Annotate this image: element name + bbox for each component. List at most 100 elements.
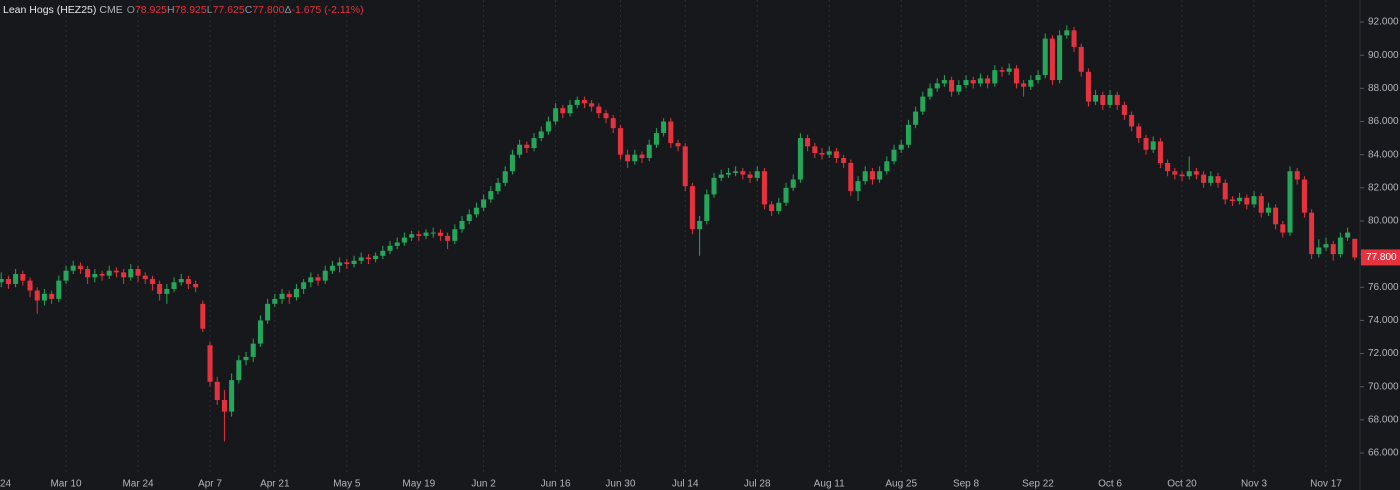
candle-body — [70, 265, 76, 271]
candle-body — [1028, 80, 1034, 87]
y-tick-label: 92.000 — [1368, 17, 1399, 28]
candle-body — [1244, 197, 1250, 205]
candle-body — [632, 154, 638, 162]
candle-body — [121, 272, 127, 278]
candle-body — [1337, 237, 1343, 255]
candle-body — [207, 345, 213, 382]
candle-body — [812, 146, 818, 154]
candle-body — [524, 144, 530, 149]
candle-body — [675, 143, 681, 147]
candle-body — [279, 293, 285, 299]
candle-body — [106, 270, 112, 276]
candle-body — [322, 270, 328, 281]
candle-body — [164, 288, 170, 294]
candle-body — [1057, 35, 1063, 81]
candle-body — [1179, 174, 1185, 177]
y-tick-label: 88.000 — [1368, 83, 1399, 94]
candle-body — [1316, 247, 1322, 255]
candle-body — [783, 187, 789, 203]
candle-body — [538, 131, 544, 139]
candle-body — [949, 80, 955, 92]
x-tick-label: May 19 — [402, 479, 435, 490]
candle-body — [560, 108, 566, 114]
candle-body — [250, 343, 256, 357]
candle-body — [934, 83, 940, 89]
candle-body — [466, 214, 472, 221]
candle-body — [502, 171, 508, 183]
candle-body — [221, 399, 227, 412]
candle-body — [1021, 83, 1027, 87]
candle-body — [34, 290, 40, 301]
last-price-box — [1361, 249, 1400, 266]
x-tick-label: Apr 21 — [260, 479, 290, 490]
candle-body — [1345, 232, 1351, 238]
x-tick-label: Aug 11 — [814, 479, 845, 490]
candle-body — [927, 88, 933, 97]
candle-body — [776, 202, 782, 212]
candle-body — [1201, 174, 1207, 183]
candle-body — [5, 278, 11, 284]
candle-body — [142, 275, 148, 279]
x-tick-label: Oct 20 — [1167, 479, 1197, 490]
candle-body — [1229, 199, 1235, 202]
candle-body — [1186, 171, 1192, 177]
x-tick-label: Mar 10 — [50, 479, 82, 490]
candle-body — [668, 121, 674, 144]
candle-body — [747, 174, 753, 178]
candle-body — [1006, 68, 1012, 72]
candle-body — [869, 171, 875, 180]
candle-body — [1208, 176, 1214, 183]
x-tick-label: Nov 3 — [1241, 479, 1268, 490]
candle-body — [941, 80, 947, 84]
candle-body — [913, 111, 919, 125]
y-tick-label: 84.000 — [1368, 149, 1399, 160]
x-tick-label: May 5 — [333, 479, 361, 490]
candle-body — [689, 186, 695, 230]
candle-body — [1280, 224, 1286, 233]
candle-body — [1265, 207, 1271, 213]
candle-body — [1136, 126, 1142, 139]
candle-body — [77, 265, 83, 270]
candle-body — [1237, 197, 1243, 202]
ohlc-value: 78.925 — [135, 4, 167, 16]
candle-body — [1157, 141, 1163, 163]
candle-body — [509, 154, 515, 172]
candle-body — [1100, 94, 1106, 105]
y-tick-label: 86.000 — [1368, 116, 1399, 127]
candle-body — [257, 320, 263, 344]
candle-body — [1287, 171, 1293, 233]
candle-body — [495, 182, 501, 192]
candle-body — [740, 171, 746, 175]
y-tick-label: 70.000 — [1368, 381, 1399, 392]
candle-body — [351, 260, 357, 265]
candle-body — [315, 277, 321, 281]
candle-body — [855, 181, 861, 192]
candle-body — [704, 194, 710, 221]
candle-body — [337, 262, 343, 266]
candle-body — [301, 282, 307, 289]
y-tick-label: 66.000 — [1368, 448, 1399, 459]
x-tick-label: Aug 25 — [885, 479, 917, 490]
candle-body — [157, 283, 163, 294]
candle-body — [178, 278, 184, 283]
candle-body — [481, 199, 487, 208]
last-price-label: 77.800 — [1366, 252, 1397, 263]
candle-body — [531, 138, 537, 149]
candle-body — [797, 138, 803, 180]
candle-body — [452, 229, 458, 241]
candle-body — [27, 280, 33, 291]
x-tick-label: Apr 7 — [198, 479, 222, 490]
candle-body — [1121, 104, 1127, 115]
ohlc-value: 78.925 — [175, 4, 207, 16]
candle-body — [63, 270, 69, 281]
candle-body — [985, 78, 991, 84]
x-tick-label: Sep 22 — [1022, 479, 1054, 490]
candle-body — [1143, 138, 1149, 150]
candle-body — [459, 220, 465, 230]
candle-body — [243, 356, 249, 361]
exchange: CME — [99, 4, 122, 16]
candle-body — [1165, 162, 1171, 172]
candle-body — [1294, 171, 1300, 180]
candle-body — [1215, 176, 1221, 183]
candle-body — [545, 121, 551, 132]
